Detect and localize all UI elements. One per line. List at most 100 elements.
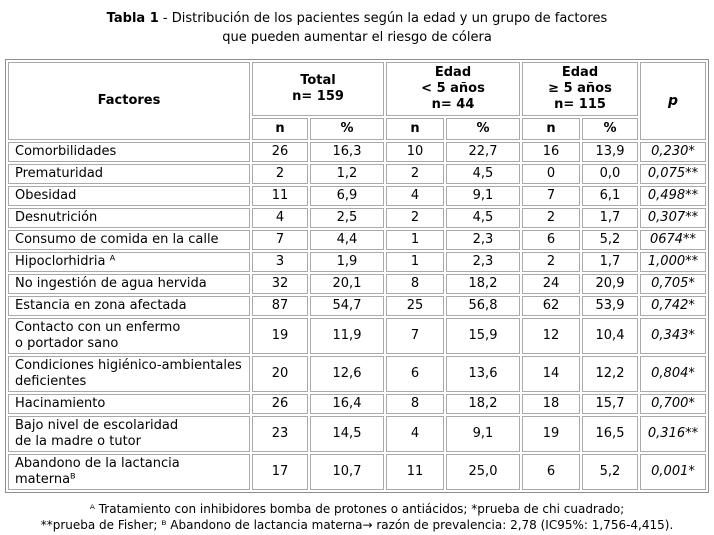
p-value-cell: 0,230* xyxy=(640,142,706,162)
header-edad-ge5: Edad ≥ 5 años n= 115 xyxy=(522,62,638,116)
table-row: Prematuridad 2 1,2 2 4,5 0 0,0 0,075** xyxy=(8,164,706,184)
lt5-pct-cell: 22,7 xyxy=(446,142,520,162)
lt5-pct-cell: 56,8 xyxy=(446,296,520,316)
factor-cell: No ingestión de agua hervida xyxy=(8,274,250,294)
lt5-n-cell: 1 xyxy=(386,230,444,250)
p-value-cell: 0,316** xyxy=(640,416,706,452)
lt5-pct-cell: 13,6 xyxy=(446,356,520,392)
total-n-cell: 87 xyxy=(252,296,308,316)
lt5-n-cell: 8 xyxy=(386,394,444,414)
total-pct-cell: 1,9 xyxy=(310,252,384,272)
p-value-cell: 0,307** xyxy=(640,208,706,228)
lt5-pct-cell: 18,2 xyxy=(446,394,520,414)
p-value-cell: 0,498** xyxy=(640,186,706,206)
total-pct-cell: 16,4 xyxy=(310,394,384,414)
table-row: Estancia en zona afectada 87 54,7 25 56,… xyxy=(8,296,706,316)
lt5-n-cell: 10 xyxy=(386,142,444,162)
table-header: Factores Total n= 159 Edad < 5 años n= 4… xyxy=(8,62,706,140)
table-title-line2: que pueden aumentar el riesgo de cólera xyxy=(222,30,492,45)
table-row: Consumo de comida en la calle 7 4,4 1 2,… xyxy=(8,230,706,250)
total-pct-cell: 4,4 xyxy=(310,230,384,250)
subheader-ge5-n: n xyxy=(522,118,580,140)
ge5-n-cell: 6 xyxy=(522,454,580,490)
total-n-cell: 26 xyxy=(252,142,308,162)
lt5-n-cell: 4 xyxy=(386,186,444,206)
header-p: p xyxy=(640,62,706,140)
header-group-row: Factores Total n= 159 Edad < 5 años n= 4… xyxy=(8,62,706,140)
total-pct-cell: 20,1 xyxy=(310,274,384,294)
total-pct-cell: 16,3 xyxy=(310,142,384,162)
table-title-label: Tabla 1 xyxy=(106,11,159,26)
factor-cell: Hacinamiento xyxy=(8,394,250,414)
ge5-n-cell: 16 xyxy=(522,142,580,162)
table-row: Bajo nivel de escolaridad de la madre o … xyxy=(8,416,706,452)
lt5-pct-cell: 25,0 xyxy=(446,454,520,490)
ge5-pct-cell: 53,9 xyxy=(582,296,638,316)
factors-table: Factores Total n= 159 Edad < 5 años n= 4… xyxy=(5,59,709,493)
lt5-n-cell: 8 xyxy=(386,274,444,294)
header-sub-row: n % n % n % xyxy=(8,118,706,140)
ge5-pct-cell: 16,5 xyxy=(582,416,638,452)
total-n-cell: 7 xyxy=(252,230,308,250)
factor-cell: Consumo de comida en la calle xyxy=(8,230,250,250)
p-value-cell: 0674** xyxy=(640,230,706,250)
subheader-total-pct: % xyxy=(310,118,384,140)
factor-cell: Estancia en zona afectada xyxy=(8,296,250,316)
p-value-cell: 1,000** xyxy=(640,252,706,272)
factor-cell: Desnutrición xyxy=(8,208,250,228)
factor-cell: Condiciones higiénico-ambientales defici… xyxy=(8,356,250,392)
lt5-pct-cell: 2,3 xyxy=(446,252,520,272)
factor-cell: Comorbilidades xyxy=(8,142,250,162)
ge5-n-cell: 18 xyxy=(522,394,580,414)
ge5-n-cell: 0 xyxy=(522,164,580,184)
header-edad-lt5: Edad < 5 años n= 44 xyxy=(386,62,520,116)
subheader-total-n: n xyxy=(252,118,308,140)
table-row: Condiciones higiénico-ambientales defici… xyxy=(8,356,706,392)
lt5-n-cell: 2 xyxy=(386,208,444,228)
total-n-cell: 17 xyxy=(252,454,308,490)
subheader-lt5-pct: % xyxy=(446,118,520,140)
ge5-n-cell: 19 xyxy=(522,416,580,452)
table-body: Comorbilidades 26 16,3 10 22,7 16 13,9 0… xyxy=(8,142,706,490)
lt5-pct-cell: 2,3 xyxy=(446,230,520,250)
total-n-cell: 20 xyxy=(252,356,308,392)
lt5-pct-cell: 15,9 xyxy=(446,318,520,354)
total-n-cell: 2 xyxy=(252,164,308,184)
table-row: Contacto con un enfermo o portador sano … xyxy=(8,318,706,354)
ge5-n-cell: 2 xyxy=(522,208,580,228)
lt5-pct-cell: 18,2 xyxy=(446,274,520,294)
factor-cell: Contacto con un enfermo o portador sano xyxy=(8,318,250,354)
ge5-pct-cell: 10,4 xyxy=(582,318,638,354)
lt5-n-cell: 2 xyxy=(386,164,444,184)
ge5-pct-cell: 0,0 xyxy=(582,164,638,184)
lt5-n-cell: 25 xyxy=(386,296,444,316)
table-row: No ingestión de agua hervida 32 20,1 8 1… xyxy=(8,274,706,294)
header-factores: Factores xyxy=(8,62,250,140)
header-total: Total n= 159 xyxy=(252,62,384,116)
table-title-rest: - Distribución de los pacientes según la… xyxy=(158,11,608,26)
ge5-n-cell: 2 xyxy=(522,252,580,272)
subheader-ge5-pct: % xyxy=(582,118,638,140)
ge5-pct-cell: 1,7 xyxy=(582,252,638,272)
lt5-n-cell: 11 xyxy=(386,454,444,490)
ge5-pct-cell: 13,9 xyxy=(582,142,638,162)
lt5-pct-cell: 9,1 xyxy=(446,416,520,452)
total-n-cell: 19 xyxy=(252,318,308,354)
total-pct-cell: 14,5 xyxy=(310,416,384,452)
factor-cell: Hipoclorhidria ᴬ xyxy=(8,252,250,272)
table-title: Tabla 1 - Distribución de los pacientes … xyxy=(0,0,714,47)
factor-cell: Obesidad xyxy=(8,186,250,206)
table-row: Abandono de la lactancia maternaᴮ 17 10,… xyxy=(8,454,706,490)
table-row: Desnutrición 4 2,5 2 4,5 2 1,7 0,307** xyxy=(8,208,706,228)
ge5-pct-cell: 1,7 xyxy=(582,208,638,228)
total-n-cell: 23 xyxy=(252,416,308,452)
total-n-cell: 32 xyxy=(252,274,308,294)
lt5-n-cell: 7 xyxy=(386,318,444,354)
lt5-pct-cell: 9,1 xyxy=(446,186,520,206)
total-pct-cell: 2,5 xyxy=(310,208,384,228)
total-pct-cell: 12,6 xyxy=(310,356,384,392)
p-value-cell: 0,705* xyxy=(640,274,706,294)
table-row: Obesidad 11 6,9 4 9,1 7 6,1 0,498** xyxy=(8,186,706,206)
p-value-cell: 0,742* xyxy=(640,296,706,316)
p-value-cell: 0,700* xyxy=(640,394,706,414)
